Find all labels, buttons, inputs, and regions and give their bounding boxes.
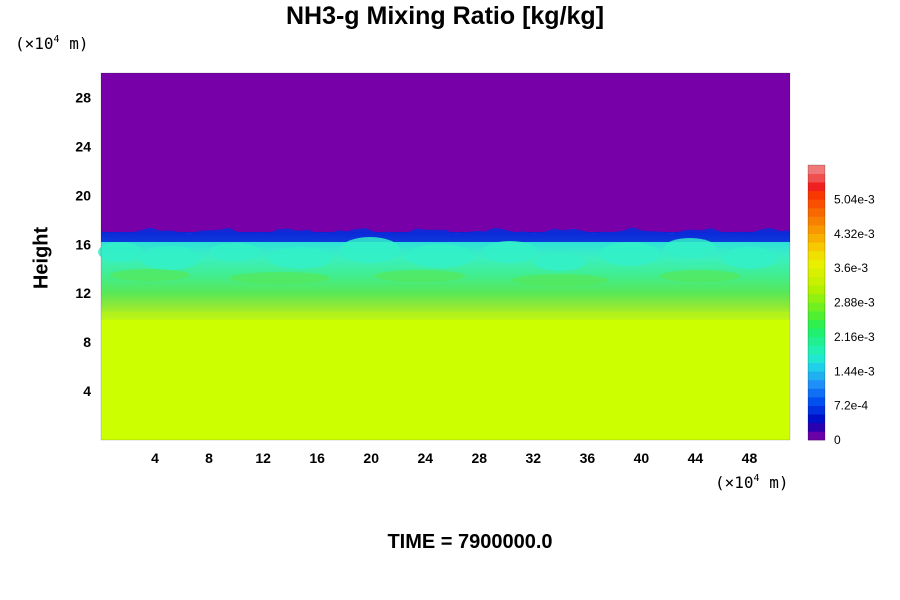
colorbar-swatch [808,199,825,209]
colorbar-swatch [808,268,825,278]
time-label: TIME = 7900000.0 [387,531,553,553]
mixing-blob [230,272,330,284]
x-unit-prefix: (×10 [715,473,754,492]
colorbar-tick-label: 2.88e-3 [834,296,875,310]
colorbar-swatch [808,388,825,398]
x-unit-exponent: 4 [753,473,760,484]
colorbar-swatch [808,379,825,389]
colorbar-swatch [808,422,825,432]
y-tick-label: 12 [75,285,91,301]
colorbar-swatch [808,225,825,235]
colorbar-swatch [808,216,825,226]
colorbar-tick-label: 7.2e-4 [834,399,868,413]
mixing-blob [664,238,716,258]
mixing-blob [660,270,740,282]
x-tick-label: 36 [580,450,596,466]
x-tick-label: 44 [688,450,704,466]
colorbar-swatch [808,276,825,286]
y-unit-exponent: 4 [53,34,60,45]
x-tick-label: 16 [309,450,325,466]
mixing-blob [600,242,660,266]
mixing-blob [512,274,608,286]
region-upper-layer [101,73,790,239]
x-axis-unit: (×104 m) [715,473,788,492]
cloud-top-edge [101,227,790,243]
x-tick-label: 28 [471,450,487,466]
colorbar-swatch [808,165,825,174]
mixing-blob [534,253,586,271]
x-tick-label: 40 [634,450,650,466]
mixing-blob [110,269,190,281]
mixing-blob [268,247,332,269]
colorbar-swatch [808,250,825,260]
y-tick-label: 28 [75,89,91,105]
colorbar-swatch [808,293,825,303]
colorbar-swatch [808,397,825,406]
x-unit-suffix: m) [759,473,789,492]
colorbar-swatch [808,190,825,200]
mixing-blob [209,243,261,261]
mixing-blob [98,242,142,262]
x-tick-label: 32 [526,450,542,466]
colorbar-swatch [808,414,825,424]
colorbar-swatch [808,362,825,372]
lower-layer-transition [101,311,790,320]
colorbar-swatch [808,259,825,269]
x-tick-label: 48 [742,450,758,466]
x-tick-label: 20 [363,450,379,466]
colorbar-tick-label: 0 [834,433,841,447]
colorbar-tick-label: 3.6e-3 [834,261,868,275]
x-tick-label: 8 [205,450,213,466]
colorbar-tick-label: 5.04e-3 [834,192,875,206]
colorbar-swatch [808,328,825,338]
x-tick-label: 4 [151,450,159,466]
y-unit-prefix: (×10 [15,34,54,53]
colorbar-swatch [808,242,825,252]
mixing-blob [374,270,466,282]
x-tick-label: 12 [255,450,271,466]
y-tick-label: 4 [83,383,91,399]
heatmap-field [98,72,791,441]
region-lower-layer [101,317,790,440]
colorbar: 0 7.2e-4 1.44e-3 2.16e-3 2.88e-3 3.6e-3 4.32e-… [807,164,875,447]
colorbar-swatch [808,371,825,381]
y-unit-suffix: m) [59,34,89,53]
colorbar-tick-label: 4.32e-3 [834,227,875,241]
mixing-blob [340,237,400,263]
colorbar-tick-label: 1.44e-3 [834,364,875,378]
mixing-blob [406,244,474,268]
colorbar-swatch [808,431,825,441]
colorbar-swatch [808,233,825,243]
y-tick-label: 8 [83,334,91,350]
mixing-blob [482,241,538,263]
colorbar-swatch [808,405,825,415]
chart-title: NH3-g Mixing Ratio [kg/kg] [285,2,605,30]
colorbar-swatch [808,311,825,320]
colorbar-frame [807,164,826,441]
colorbar-swatch [808,354,825,363]
y-axis-unit: (×104 m) [15,34,88,53]
colorbar-swatch [808,173,825,183]
y-tick-label: 20 [75,187,91,203]
colorbar-swatch [808,336,825,346]
colorbar-swatch [808,319,825,329]
mixing-blob [140,246,200,270]
x-tick-label: 24 [417,450,433,466]
colorbar-swatch [808,345,825,355]
colorbar-swatch [808,302,825,312]
colorbar-swatch [808,182,825,192]
colorbar-swatch [808,207,825,217]
y-tick-label: 24 [75,138,91,154]
colorbar-tick-label: 2.16e-3 [834,330,875,344]
mixing-blob [722,247,778,269]
plot-frame [100,72,791,441]
colorbar-swatch [808,285,825,295]
y-tick-label: 16 [75,236,91,252]
